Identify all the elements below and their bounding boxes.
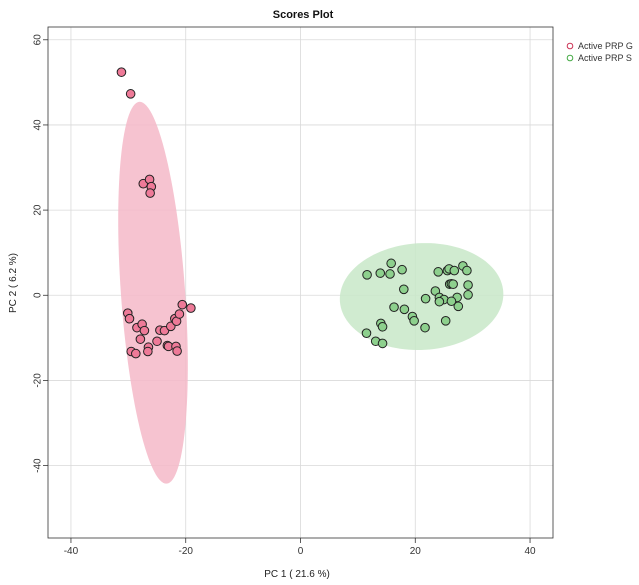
- legend-marker-active-prp-s: [566, 54, 574, 62]
- data-point: [397, 264, 407, 275]
- data-point: [389, 302, 399, 313]
- x-tick-label: -40: [64, 546, 79, 557]
- legend-label-active-prp-s: Active PRP S: [578, 53, 632, 63]
- data-point: [420, 322, 430, 333]
- y-tick-label: -20: [33, 373, 44, 388]
- data-point: [145, 188, 155, 198]
- data-point: [386, 258, 396, 269]
- data-point: [448, 279, 458, 290]
- legend-label-active-prp-g: Active PRP G: [578, 41, 633, 51]
- data-point: [124, 313, 135, 324]
- x-tick-label: 40: [524, 546, 536, 557]
- data-point: [375, 268, 386, 278]
- data-point: [135, 334, 146, 344]
- legend-marker-active-prp-g: [566, 42, 574, 50]
- x-tick-label: -20: [179, 546, 194, 557]
- data-point: [420, 293, 431, 304]
- data-point: [361, 328, 372, 338]
- data-point: [143, 346, 153, 357]
- legend: Active PRP G Active PRP S: [566, 41, 633, 63]
- data-point: [362, 270, 372, 280]
- y-tick-label: -40: [33, 458, 44, 473]
- confidence-ellipse-g: [118, 101, 188, 484]
- data-point: [385, 269, 395, 279]
- data-point: [409, 316, 419, 326]
- data-point: [399, 304, 410, 315]
- data-point: [453, 301, 464, 312]
- data-point: [177, 299, 188, 310]
- x-tick-label: 0: [298, 546, 304, 557]
- data-point: [125, 89, 136, 99]
- data-point: [463, 280, 473, 290]
- chart-title: Scores Plot: [273, 9, 334, 21]
- data-point: [433, 267, 444, 277]
- y-tick-label: 60: [33, 34, 44, 46]
- data-point: [434, 296, 445, 307]
- data-point: [462, 265, 472, 276]
- data-point: [172, 346, 182, 356]
- y-axis-ticks: -40 -20 0 20 40 60: [33, 34, 48, 473]
- x-tick-label: 20: [410, 546, 422, 557]
- data-point: [449, 265, 460, 276]
- data-point: [377, 338, 388, 349]
- data-point: [377, 321, 388, 332]
- data-point: [131, 348, 141, 359]
- data-point: [399, 284, 409, 295]
- y-tick-label: 40: [33, 119, 44, 131]
- data-point: [152, 336, 162, 347]
- x-axis-title: PC 1 ( 21.6 %): [264, 569, 330, 580]
- data-point: [139, 325, 150, 336]
- y-axis-title: PC 2 ( 6.2 %): [8, 253, 19, 313]
- y-tick-label: 20: [33, 204, 44, 216]
- data-point: [116, 67, 127, 77]
- y-tick-label: 0: [33, 292, 44, 298]
- data-point: [174, 309, 185, 319]
- data-point: [440, 316, 451, 326]
- x-axis-ticks: -40 -20 0 20 40: [64, 538, 536, 557]
- data-point: [186, 303, 196, 313]
- data-point: [446, 296, 457, 307]
- data-point: [463, 290, 473, 300]
- data-points: [116, 67, 473, 359]
